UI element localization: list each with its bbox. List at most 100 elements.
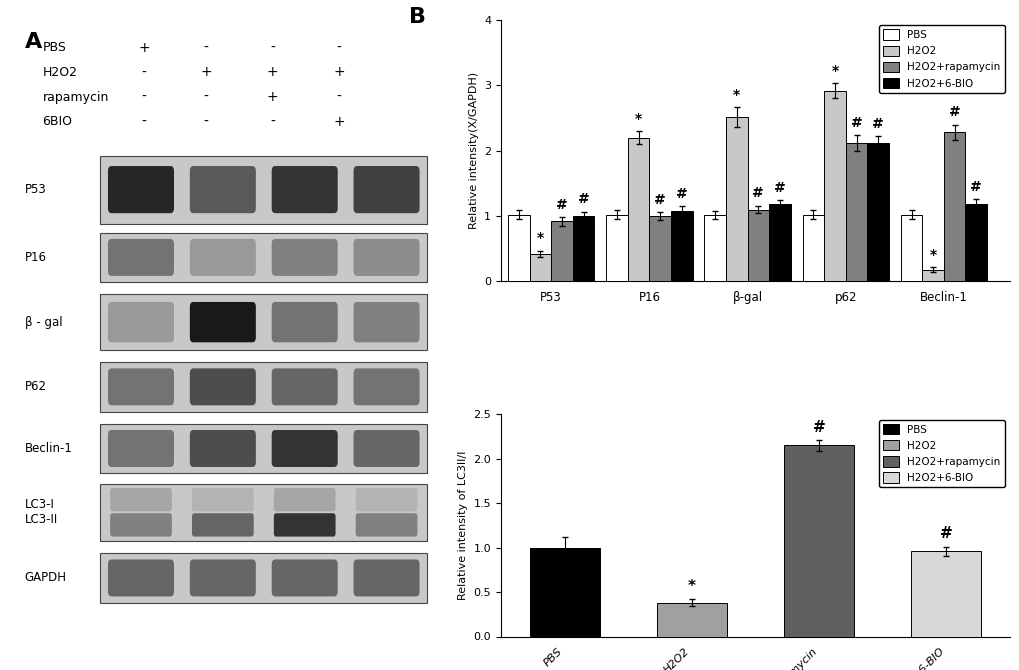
FancyBboxPatch shape [271, 430, 337, 467]
FancyBboxPatch shape [190, 302, 256, 342]
Text: LC3-I
LC3-II: LC3-I LC3-II [24, 498, 58, 527]
Bar [965, 204, 986, 281]
Text: β - gal: β - gal [24, 316, 62, 329]
Text: B: B [409, 7, 426, 27]
FancyBboxPatch shape [110, 488, 171, 511]
FancyBboxPatch shape [271, 559, 337, 596]
Bar [726, 117, 747, 281]
Text: #: # [871, 117, 883, 131]
Text: -: - [270, 41, 275, 55]
Text: #: # [773, 180, 785, 194]
Text: *: * [928, 248, 935, 262]
Bar [100, 424, 427, 473]
FancyBboxPatch shape [108, 302, 174, 342]
FancyBboxPatch shape [192, 513, 254, 537]
Text: *: * [635, 112, 642, 126]
Text: +: + [333, 115, 344, 129]
FancyBboxPatch shape [271, 302, 337, 342]
Bar [507, 215, 529, 281]
Text: #: # [938, 527, 952, 541]
FancyBboxPatch shape [108, 430, 174, 467]
Bar [605, 215, 628, 281]
FancyBboxPatch shape [190, 559, 256, 596]
FancyBboxPatch shape [190, 166, 256, 213]
FancyBboxPatch shape [108, 166, 174, 213]
Bar [866, 143, 888, 281]
FancyBboxPatch shape [192, 488, 254, 511]
Text: -: - [204, 41, 209, 55]
FancyBboxPatch shape [354, 430, 419, 467]
FancyBboxPatch shape [273, 488, 335, 511]
Bar [100, 294, 427, 350]
FancyBboxPatch shape [108, 559, 174, 596]
FancyBboxPatch shape [354, 166, 419, 213]
Text: +: + [333, 66, 344, 80]
Text: Beclin-1: Beclin-1 [24, 442, 72, 455]
Bar [628, 138, 649, 281]
Text: P62: P62 [24, 381, 47, 393]
Bar [100, 155, 427, 224]
Bar [656, 603, 726, 636]
Text: +: + [139, 41, 150, 55]
Legend: PBS, H2O2, H2O2+rapamycin, H2O2+6-BIO: PBS, H2O2, H2O2+rapamycin, H2O2+6-BIO [878, 25, 1004, 92]
Bar [100, 362, 427, 411]
FancyBboxPatch shape [354, 302, 419, 342]
Text: 6BIO: 6BIO [43, 115, 72, 129]
Text: rapamycin: rapamycin [43, 90, 109, 104]
Text: -: - [142, 115, 147, 129]
Bar [529, 547, 599, 636]
Text: -: - [142, 90, 147, 104]
Text: A: A [24, 32, 42, 52]
Text: -: - [336, 90, 341, 104]
FancyBboxPatch shape [190, 369, 256, 405]
FancyBboxPatch shape [190, 239, 256, 276]
Bar [747, 210, 768, 281]
FancyBboxPatch shape [190, 430, 256, 467]
FancyBboxPatch shape [271, 239, 337, 276]
Text: +: + [267, 66, 278, 80]
Y-axis label: Relative intensity of LC3II/I: Relative intensity of LC3II/I [458, 451, 468, 600]
FancyBboxPatch shape [354, 559, 419, 596]
FancyBboxPatch shape [108, 239, 174, 276]
Bar [943, 133, 965, 281]
Text: -: - [270, 115, 275, 129]
Text: *: * [733, 88, 740, 102]
Bar [802, 215, 823, 281]
FancyBboxPatch shape [273, 513, 335, 537]
Text: H2O2: H2O2 [43, 66, 77, 79]
Bar [900, 215, 921, 281]
Bar [100, 484, 427, 541]
Text: #: # [676, 187, 687, 201]
Text: *: * [687, 579, 695, 594]
Bar [845, 143, 866, 281]
Text: -: - [204, 90, 209, 104]
Text: P53: P53 [24, 183, 47, 196]
FancyBboxPatch shape [356, 513, 417, 537]
Bar [910, 551, 980, 636]
Text: #: # [555, 198, 568, 212]
Bar [100, 232, 427, 282]
Bar [704, 215, 726, 281]
FancyBboxPatch shape [271, 166, 337, 213]
Text: GAPDH: GAPDH [24, 572, 67, 584]
Text: *: * [830, 64, 838, 78]
Text: #: # [577, 192, 589, 206]
Text: -: - [336, 41, 341, 55]
FancyBboxPatch shape [354, 239, 419, 276]
Bar [921, 269, 943, 281]
Bar [671, 211, 692, 281]
FancyBboxPatch shape [356, 488, 417, 511]
Bar [550, 221, 573, 281]
Y-axis label: Relative intensity(X/GAPDH): Relative intensity(X/GAPDH) [468, 72, 478, 229]
Bar [529, 254, 550, 281]
Text: PBS: PBS [43, 42, 66, 54]
Bar [649, 216, 671, 281]
FancyBboxPatch shape [110, 513, 171, 537]
Text: #: # [812, 420, 824, 435]
Text: P16: P16 [24, 251, 47, 264]
Text: -: - [204, 115, 209, 129]
Text: +: + [201, 66, 212, 80]
Text: #: # [969, 180, 981, 194]
Text: +: + [267, 90, 278, 104]
Text: -: - [142, 66, 147, 80]
